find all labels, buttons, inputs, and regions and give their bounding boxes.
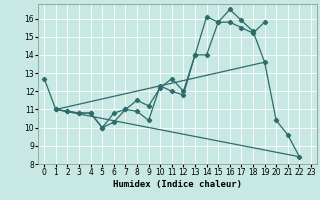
X-axis label: Humidex (Indice chaleur): Humidex (Indice chaleur) xyxy=(113,180,242,189)
